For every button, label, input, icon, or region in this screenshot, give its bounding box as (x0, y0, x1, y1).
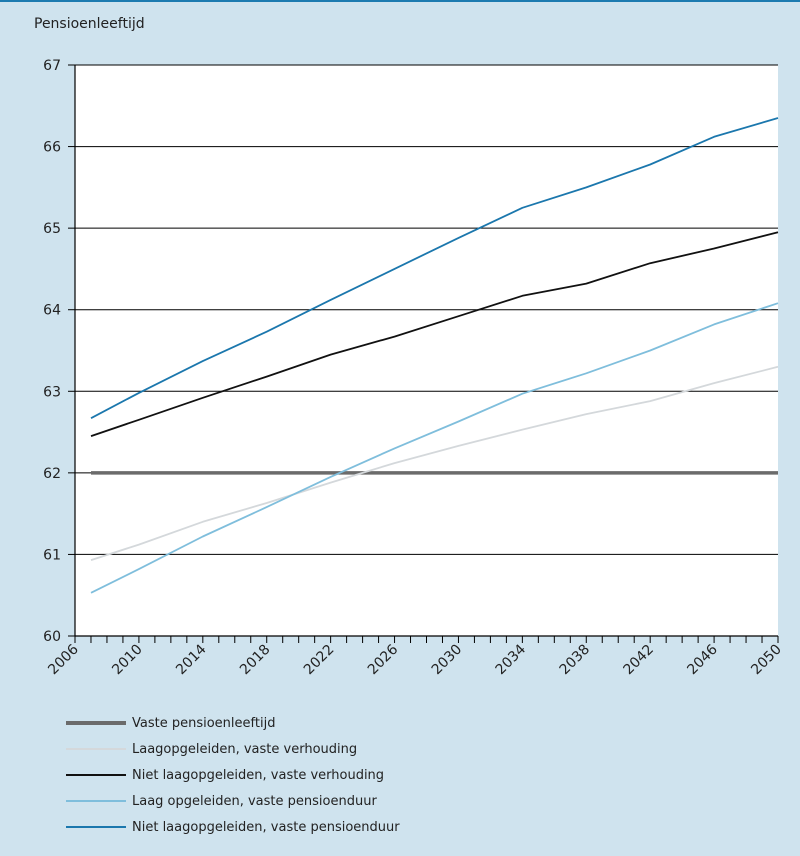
series-line-3 (90, 231, 779, 437)
y-tick-label-65: 65 (43, 221, 61, 237)
y-tick-label-66: 66 (43, 140, 61, 156)
legend-swatch (66, 721, 126, 725)
x-tick-label-2010: 2010 (109, 642, 146, 679)
legend-item-3: Niet laagopgeleiden, vaste verhouding (66, 762, 400, 788)
x-tick-label-2014: 2014 (173, 641, 210, 678)
legend-item-4: Laag opgeleiden, vaste pensioenduur (66, 788, 400, 814)
y-axis-title: Pensioenleeftijd (34, 16, 145, 32)
y-tick-label-62: 62 (43, 466, 61, 482)
x-tick-label-2034: 2034 (493, 641, 530, 678)
y-tick-label-63: 63 (43, 384, 61, 400)
legend-label: Vaste pensioenleeftijd (132, 715, 276, 731)
x-tick-label-2006: 2006 (45, 641, 82, 678)
legend-label: Laagopgeleiden, vaste verhouding (132, 741, 358, 757)
x-tick-label-2038: 2038 (557, 642, 594, 679)
legend-swatch (66, 748, 126, 750)
x-tick-label-2022: 2022 (301, 642, 338, 679)
y-tick-label-61: 61 (43, 547, 61, 563)
x-tick-label-2042: 2042 (620, 642, 657, 679)
series-line-2 (90, 365, 779, 561)
x-tick-label-2018: 2018 (237, 642, 274, 679)
y-tick-label-64: 64 (43, 303, 61, 319)
series-line-5 (90, 117, 779, 419)
x-tick-label-2030: 2030 (429, 642, 466, 679)
x-tick-label-2026: 2026 (365, 641, 402, 678)
y-tick-label-67: 67 (43, 58, 61, 74)
plot-area (75, 65, 778, 636)
y-tick-label-60: 60 (43, 629, 61, 645)
legend-label: Laag opgeleiden, vaste pensioenduur (132, 793, 377, 809)
legend-item-2: Laagopgeleiden, vaste verhouding (66, 736, 400, 762)
x-tick-label-2050: 2050 (748, 642, 785, 679)
legend-swatch (66, 826, 126, 828)
legend-swatch (66, 774, 126, 776)
legend-label: Niet laagopgeleiden, vaste pensioenduur (132, 819, 400, 835)
legend-item-5: Niet laagopgeleiden, vaste pensioenduur (66, 814, 400, 840)
legend-item-1: Vaste pensioenleeftijd (66, 710, 400, 736)
legend-label: Niet laagopgeleiden, vaste verhouding (132, 767, 385, 783)
x-tick-label-2046: 2046 (684, 641, 721, 678)
legend-swatch (66, 800, 126, 802)
series-line-4 (90, 302, 779, 594)
line-chart: 60 61 62 63 64 65 66 67 2006 2010 2014 2018 2022 2026… (43, 58, 785, 679)
legend: Vaste pensioenleeftijd Laagopgeleiden, va… (66, 710, 400, 840)
